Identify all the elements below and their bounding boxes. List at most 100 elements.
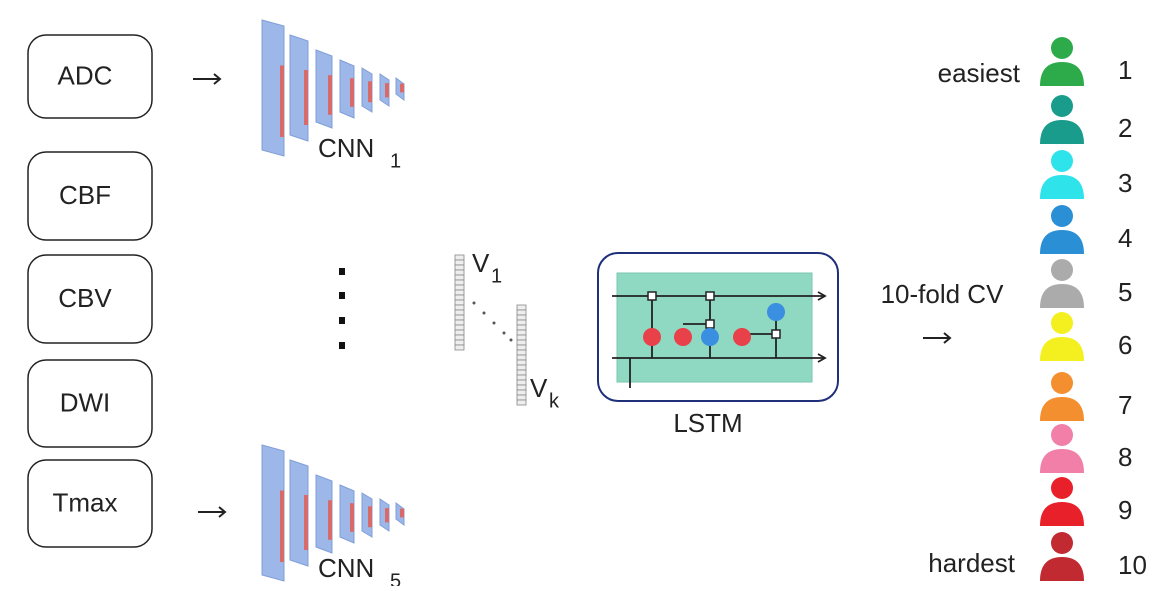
cnn-layer (289, 34, 309, 142)
rank-number: 7 (1118, 390, 1132, 420)
hardest-label: hardest (928, 548, 1015, 578)
feature-vector (454, 254, 465, 351)
vector-cell (516, 309, 527, 316)
cnn-stack (261, 19, 405, 157)
vector-cell (454, 299, 465, 306)
rank-number: 6 (1118, 330, 1132, 360)
vector-cell (454, 344, 465, 351)
cnn-stripe (368, 81, 372, 103)
vector-cell (516, 399, 527, 406)
input-box (27, 459, 153, 548)
vector-cell (454, 259, 465, 266)
vector-cell (516, 394, 527, 401)
person-head (1051, 424, 1073, 446)
rank-number: 4 (1118, 223, 1132, 253)
cnn-stripe (304, 495, 308, 550)
person-head (1051, 477, 1073, 499)
vector-cell (516, 369, 527, 376)
cnn-stripe (328, 500, 332, 540)
vector-cell (516, 384, 527, 391)
vector-label: V (472, 248, 490, 278)
input-label: CBV (58, 283, 112, 313)
lstm-ops (647, 291, 781, 339)
rank-number: 5 (1118, 277, 1132, 307)
cnn-sub: 5 (390, 570, 401, 586)
input-box (27, 359, 153, 448)
rank-number: 2 (1118, 113, 1132, 143)
cnn-stripe (400, 508, 404, 518)
cnn-layer (261, 19, 285, 157)
vector-cell (516, 314, 527, 321)
input-label: DWI (60, 387, 111, 417)
vector-cell (516, 324, 527, 331)
cnn-label: CNN (318, 133, 374, 163)
person-body (1040, 397, 1084, 421)
arrows (193, 73, 952, 518)
vector-cell (454, 339, 465, 346)
input-label: ADC (58, 60, 113, 90)
person-body (1040, 502, 1084, 526)
vector-cell (516, 389, 527, 396)
cnn-stripe (280, 490, 284, 562)
input-box (27, 34, 153, 119)
cnn-layer (289, 459, 309, 567)
person-body (1040, 230, 1084, 254)
vector-cell (516, 304, 527, 311)
person-head (1051, 532, 1073, 554)
vector-cell (516, 379, 527, 386)
person-body (1040, 175, 1084, 199)
person-head (1051, 259, 1073, 281)
input-box (27, 254, 153, 344)
vector-cell (454, 289, 465, 296)
vector-cell (516, 329, 527, 336)
vector-cell (454, 264, 465, 271)
lstm-cell (616, 272, 813, 383)
vector-cell (454, 254, 465, 261)
cnn-layer (261, 444, 285, 582)
vector-cell (454, 309, 465, 316)
input-label: CBF (59, 180, 111, 210)
rank-number: 3 (1118, 168, 1132, 198)
rank-number: 1 (1118, 55, 1132, 85)
cnn-layer (379, 73, 390, 107)
vector-sub: k (549, 390, 560, 412)
cnn-stripe (400, 83, 404, 93)
lstm-label: LSTM (673, 408, 742, 438)
cnn-stripe (304, 70, 308, 125)
cnn-stack (261, 444, 405, 582)
person-body (1040, 62, 1084, 86)
person-head (1051, 205, 1073, 227)
rank-number: 8 (1118, 442, 1132, 472)
person-body (1040, 284, 1084, 308)
cnn-sub: 1 (390, 150, 401, 172)
diagonal-dots (472, 301, 513, 342)
person-body (1040, 557, 1084, 581)
cnn-stripe (350, 78, 354, 107)
vector-cell (516, 349, 527, 356)
person-body (1040, 337, 1084, 361)
cnn-stripe (385, 508, 389, 523)
vector-cell (516, 339, 527, 346)
cnn-stripe (350, 503, 354, 532)
vector-cell (516, 319, 527, 326)
vector-sub: 1 (491, 265, 502, 287)
vector-cell (454, 274, 465, 281)
vector-cell (454, 334, 465, 341)
input-box (27, 151, 153, 241)
vector-cell (454, 329, 465, 336)
person-body (1040, 449, 1084, 473)
feature-vector (516, 304, 527, 406)
vector-cell (516, 344, 527, 351)
cnn-layer (379, 498, 390, 532)
cnn-stripe (280, 65, 284, 137)
cnn-label: CNN (318, 553, 374, 583)
vector-cell (516, 354, 527, 361)
vector-cell (454, 319, 465, 326)
person-body (1040, 120, 1084, 144)
vector-cell (454, 284, 465, 291)
vector-cell (454, 314, 465, 321)
vector-cell (454, 279, 465, 286)
person-head (1051, 150, 1073, 172)
